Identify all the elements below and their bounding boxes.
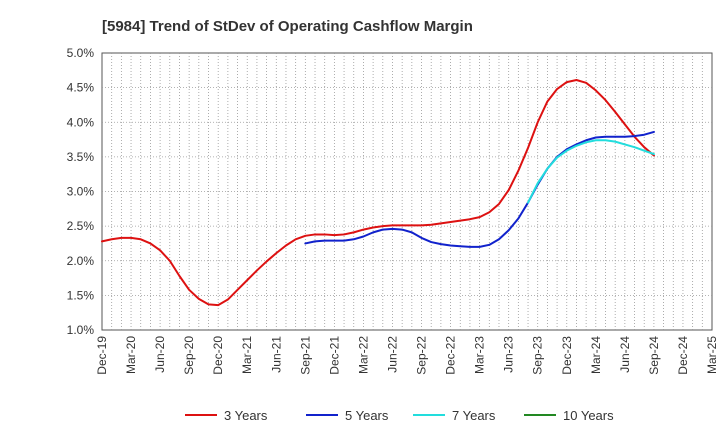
x-tick-label: Mar-22 <box>356 336 370 374</box>
legend-label: 5 Years <box>345 408 389 423</box>
x-tick-label: Mar-24 <box>589 336 603 374</box>
x-tick-label: Dec-22 <box>444 336 458 375</box>
series-line-5-years <box>304 130 655 248</box>
x-tick-label: Jun-21 <box>269 336 283 373</box>
legend-label: 7 Years <box>452 408 496 423</box>
chart-title: [5984] Trend of StDev of Operating Cashf… <box>102 18 473 35</box>
x-tick-label: Sep-24 <box>647 336 661 375</box>
y-tick-label: 2.5% <box>67 219 95 233</box>
series-line-3-years <box>101 79 655 307</box>
x-tick-label: Mar-23 <box>473 336 487 374</box>
y-tick-label: 1.0% <box>67 323 95 337</box>
x-tick-label: Dec-21 <box>327 336 341 375</box>
x-tick-label: Jun-20 <box>153 336 167 373</box>
y-tick-label: 4.5% <box>67 81 95 95</box>
x-tick-label: Jun-23 <box>502 336 516 373</box>
x-tick-label: Sep-23 <box>531 336 545 375</box>
x-tick-label: Mar-25 <box>705 336 719 374</box>
x-tick-label: Dec-24 <box>676 336 690 375</box>
x-tick-label: Jun-24 <box>618 336 632 373</box>
legend: 3 Years 5 Years 7 Years 10 Years <box>185 408 614 423</box>
y-axis-ticks: 1.0% 1.5% 2.0% 2.5% 3.0% 3.5% 4.0% 4.5% 5.0% <box>67 46 95 337</box>
x-axis-ticks: Dec-19 Mar-20 Jun-20 Sep-20 Dec-20 Mar-21 Jun-… <box>95 336 719 375</box>
y-tick-label: 4.0% <box>67 115 95 129</box>
y-tick-label: 3.0% <box>67 185 95 199</box>
x-tick-label: Sep-22 <box>415 336 429 375</box>
x-tick-label: Sep-20 <box>182 336 196 375</box>
x-tick-label: Sep-21 <box>298 336 312 375</box>
y-tick-label: 1.5% <box>67 288 95 302</box>
legend-label: 10 Years <box>563 408 614 423</box>
series-layer <box>101 79 655 307</box>
series-line-7-years <box>527 139 655 204</box>
y-tick-label: 5.0% <box>67 46 95 60</box>
x-tick-label: Jun-22 <box>385 336 399 373</box>
x-tick-label: Dec-19 <box>95 336 109 375</box>
x-tick-label: Dec-23 <box>560 336 574 375</box>
x-tick-label: Mar-20 <box>124 336 138 374</box>
x-tick-label: Mar-21 <box>240 336 254 374</box>
plot-area <box>101 52 713 331</box>
y-tick-label: 3.5% <box>67 150 95 164</box>
legend-label: 3 Years <box>224 408 268 423</box>
y-tick-label: 2.0% <box>67 254 95 268</box>
x-tick-label: Dec-20 <box>211 336 225 375</box>
